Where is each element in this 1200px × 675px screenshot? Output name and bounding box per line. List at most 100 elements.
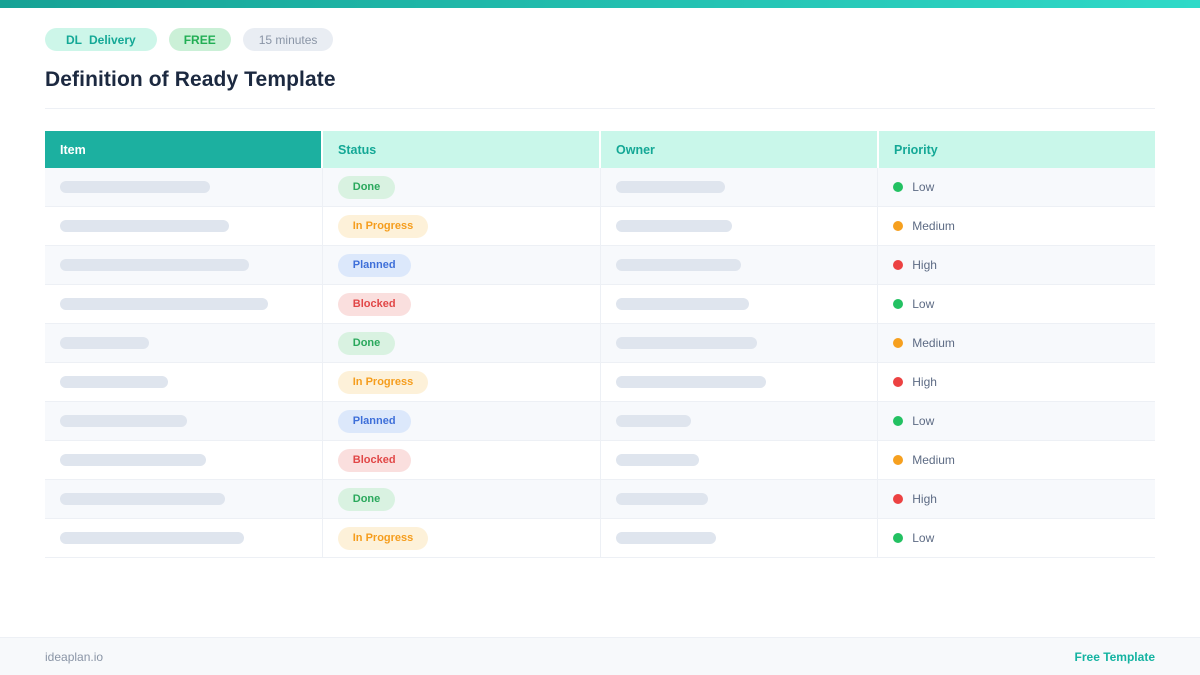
status-cell: Planned <box>321 402 600 440</box>
owner-cell <box>599 363 878 401</box>
table-row: Done Medium <box>45 323 1155 362</box>
priority-dot <box>893 377 904 387</box>
owner-placeholder-bar <box>615 415 691 427</box>
owner-cell <box>599 441 878 479</box>
priority-cell: Low <box>877 402 1155 440</box>
priority-label: Medium <box>912 336 955 350</box>
item-cell <box>45 402 322 440</box>
footer-free-template-link[interactable]: Free Template <box>1074 649 1155 664</box>
priority-cell: High <box>877 480 1155 518</box>
item-cell <box>45 324 322 362</box>
owner-placeholder-bar <box>615 259 741 271</box>
status-badge: Planned <box>337 253 411 277</box>
status-badge: In Progress <box>337 370 429 394</box>
owner-cell <box>599 480 878 518</box>
status-badge: Planned <box>337 409 411 433</box>
priority-cell: Medium <box>877 441 1155 479</box>
status-badge: In Progress <box>337 214 429 238</box>
priority-cell: High <box>877 246 1155 284</box>
priority-dot <box>893 260 904 270</box>
priority-dot <box>893 416 904 426</box>
priority-cell: High <box>877 363 1155 401</box>
owner-cell <box>599 402 878 440</box>
column-header-owner: Owner <box>599 131 877 168</box>
priority-dot <box>893 455 904 465</box>
item-cell <box>45 168 322 206</box>
priority-cell: Low <box>877 285 1155 323</box>
duration-badge: 15 minutes <box>242 28 334 51</box>
status-cell: Done <box>321 324 600 362</box>
owner-placeholder-bar <box>615 493 708 505</box>
table-row: Done High <box>45 479 1155 518</box>
status-badge: In Progress <box>337 526 429 550</box>
item-placeholder-bar <box>60 298 268 310</box>
status-badge: Done <box>337 487 396 511</box>
item-cell <box>45 519 322 557</box>
status-cell: Blocked <box>321 441 600 479</box>
priority-label: Low <box>912 297 935 311</box>
status-cell: Planned <box>321 246 600 284</box>
table-body: Done Low In Progress Medium Planned High Block… <box>45 168 1155 557</box>
item-cell <box>45 207 322 245</box>
item-placeholder-bar <box>60 259 249 271</box>
top-accent-bar <box>0 0 1200 8</box>
owner-placeholder-bar <box>615 532 716 544</box>
owner-placeholder-bar <box>615 220 732 232</box>
column-header-item: Item <box>45 131 321 168</box>
category-badge-prefix: DL <box>66 32 82 47</box>
priority-label: Low <box>912 414 935 428</box>
priority-dot <box>893 494 904 504</box>
item-placeholder-bar <box>60 532 244 544</box>
priority-label: Low <box>912 180 935 194</box>
priority-label: Medium <box>912 453 955 467</box>
status-badge: Done <box>337 331 396 355</box>
status-cell: In Progress <box>321 363 600 401</box>
table-row: Planned High <box>45 245 1155 284</box>
table-row: Blocked Low <box>45 284 1155 323</box>
item-placeholder-bar <box>60 376 168 388</box>
priority-label: High <box>912 492 937 506</box>
status-cell: Blocked <box>321 285 600 323</box>
definition-of-ready-table: Item Status Owner Priority Done Low In Pro… <box>45 131 1155 558</box>
priority-label: Medium <box>912 219 955 233</box>
item-placeholder-bar <box>60 415 187 427</box>
priority-label: Low <box>912 531 935 545</box>
priority-cell: Medium <box>877 207 1155 245</box>
table-row: In Progress High <box>45 362 1155 401</box>
owner-placeholder-bar <box>615 181 725 193</box>
priority-dot <box>893 221 904 231</box>
table-row: Blocked Medium <box>45 440 1155 479</box>
priority-dot <box>893 182 904 192</box>
priority-label: High <box>912 375 937 389</box>
owner-cell <box>599 324 878 362</box>
table-row: Done Low <box>45 168 1155 206</box>
priority-dot <box>893 533 904 543</box>
page-content: DL Delivery FREE 15 minutes Definition o… <box>0 28 1200 558</box>
priority-dot <box>893 299 904 309</box>
item-placeholder-bar <box>60 454 206 466</box>
priority-cell: Medium <box>877 324 1155 362</box>
status-cell: In Progress <box>321 207 600 245</box>
priority-label: High <box>912 258 937 272</box>
item-cell <box>45 441 322 479</box>
owner-cell <box>599 207 878 245</box>
item-cell <box>45 363 322 401</box>
page-title: Definition of Ready Template <box>45 68 336 91</box>
owner-cell <box>599 246 878 284</box>
category-badge: DL Delivery <box>45 28 157 51</box>
category-badge-label: Delivery <box>89 32 136 47</box>
item-cell <box>45 246 322 284</box>
item-placeholder-bar <box>60 337 149 349</box>
priority-cell: Low <box>877 519 1155 557</box>
item-placeholder-bar <box>60 181 210 193</box>
column-header-status: Status <box>321 131 599 168</box>
owner-placeholder-bar <box>615 376 766 388</box>
item-placeholder-bar <box>60 493 225 505</box>
status-badge: Done <box>337 175 396 199</box>
status-badge: Blocked <box>337 292 411 316</box>
owner-placeholder-bar <box>615 298 749 310</box>
owner-placeholder-bar <box>615 337 757 349</box>
owner-cell <box>599 285 878 323</box>
status-cell: Done <box>321 480 600 518</box>
column-header-priority: Priority <box>877 131 1155 168</box>
